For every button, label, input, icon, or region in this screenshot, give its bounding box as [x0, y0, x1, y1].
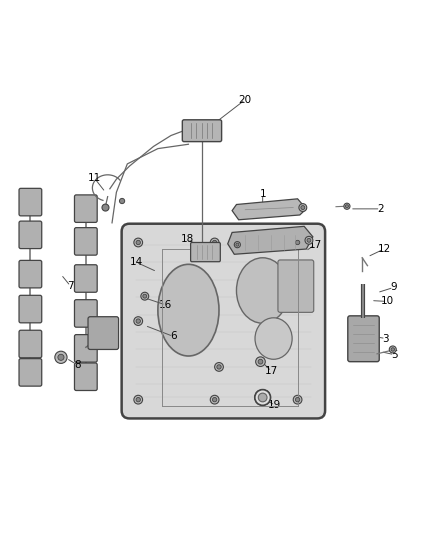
- FancyBboxPatch shape: [74, 300, 97, 327]
- Circle shape: [134, 317, 143, 326]
- Circle shape: [305, 236, 313, 244]
- Circle shape: [256, 357, 265, 367]
- Circle shape: [143, 294, 147, 298]
- Ellipse shape: [158, 264, 219, 356]
- Circle shape: [210, 395, 219, 404]
- Circle shape: [215, 362, 223, 372]
- Circle shape: [295, 240, 300, 245]
- Text: 9: 9: [390, 282, 397, 293]
- FancyBboxPatch shape: [19, 188, 42, 216]
- FancyBboxPatch shape: [74, 335, 97, 362]
- FancyBboxPatch shape: [19, 330, 42, 358]
- Circle shape: [391, 348, 395, 351]
- Circle shape: [136, 398, 141, 402]
- Circle shape: [134, 395, 143, 404]
- Circle shape: [259, 393, 267, 401]
- Polygon shape: [228, 227, 313, 254]
- FancyBboxPatch shape: [74, 228, 97, 255]
- Circle shape: [299, 204, 307, 212]
- Text: 2: 2: [377, 204, 384, 214]
- Circle shape: [120, 198, 125, 204]
- Text: 20: 20: [239, 95, 252, 104]
- Text: 5: 5: [391, 350, 398, 360]
- FancyBboxPatch shape: [74, 265, 97, 292]
- Circle shape: [346, 205, 349, 208]
- Text: 14: 14: [129, 257, 143, 267]
- Text: 18: 18: [181, 235, 194, 245]
- FancyBboxPatch shape: [74, 195, 97, 222]
- Text: 17: 17: [308, 240, 321, 249]
- Text: 8: 8: [74, 360, 81, 370]
- Circle shape: [102, 204, 109, 211]
- Text: 19: 19: [268, 400, 282, 410]
- Text: 1: 1: [259, 189, 266, 199]
- FancyBboxPatch shape: [191, 243, 220, 262]
- Circle shape: [136, 240, 141, 245]
- Circle shape: [344, 203, 350, 209]
- Text: 7: 7: [67, 281, 74, 291]
- Circle shape: [301, 206, 305, 209]
- Circle shape: [212, 240, 217, 245]
- Circle shape: [55, 351, 67, 364]
- Circle shape: [217, 365, 221, 369]
- FancyBboxPatch shape: [74, 363, 97, 391]
- Circle shape: [141, 292, 149, 300]
- Circle shape: [295, 398, 300, 402]
- Text: 10: 10: [381, 296, 394, 306]
- Circle shape: [136, 319, 141, 323]
- Circle shape: [58, 354, 64, 360]
- Circle shape: [210, 238, 219, 247]
- Circle shape: [212, 398, 217, 402]
- Circle shape: [258, 393, 267, 402]
- Text: 12: 12: [378, 244, 391, 254]
- Circle shape: [293, 238, 302, 247]
- FancyBboxPatch shape: [278, 260, 314, 312]
- Circle shape: [234, 241, 240, 248]
- Ellipse shape: [237, 258, 289, 323]
- Circle shape: [255, 390, 271, 405]
- Circle shape: [293, 395, 302, 404]
- FancyBboxPatch shape: [88, 317, 119, 350]
- Circle shape: [307, 238, 311, 243]
- FancyBboxPatch shape: [19, 359, 42, 386]
- FancyBboxPatch shape: [19, 261, 42, 288]
- FancyBboxPatch shape: [19, 295, 42, 323]
- FancyBboxPatch shape: [122, 224, 325, 418]
- Circle shape: [134, 238, 143, 247]
- Text: 6: 6: [170, 332, 177, 341]
- Circle shape: [255, 390, 271, 405]
- Text: 16: 16: [159, 300, 173, 310]
- Text: 17: 17: [265, 366, 278, 376]
- FancyBboxPatch shape: [182, 120, 222, 142]
- Text: 11: 11: [88, 173, 101, 183]
- Circle shape: [389, 346, 396, 353]
- FancyBboxPatch shape: [19, 221, 42, 248]
- Ellipse shape: [255, 318, 292, 359]
- Circle shape: [236, 243, 239, 246]
- Text: 3: 3: [382, 334, 389, 344]
- FancyBboxPatch shape: [348, 316, 379, 362]
- Circle shape: [258, 359, 263, 364]
- Polygon shape: [232, 199, 306, 220]
